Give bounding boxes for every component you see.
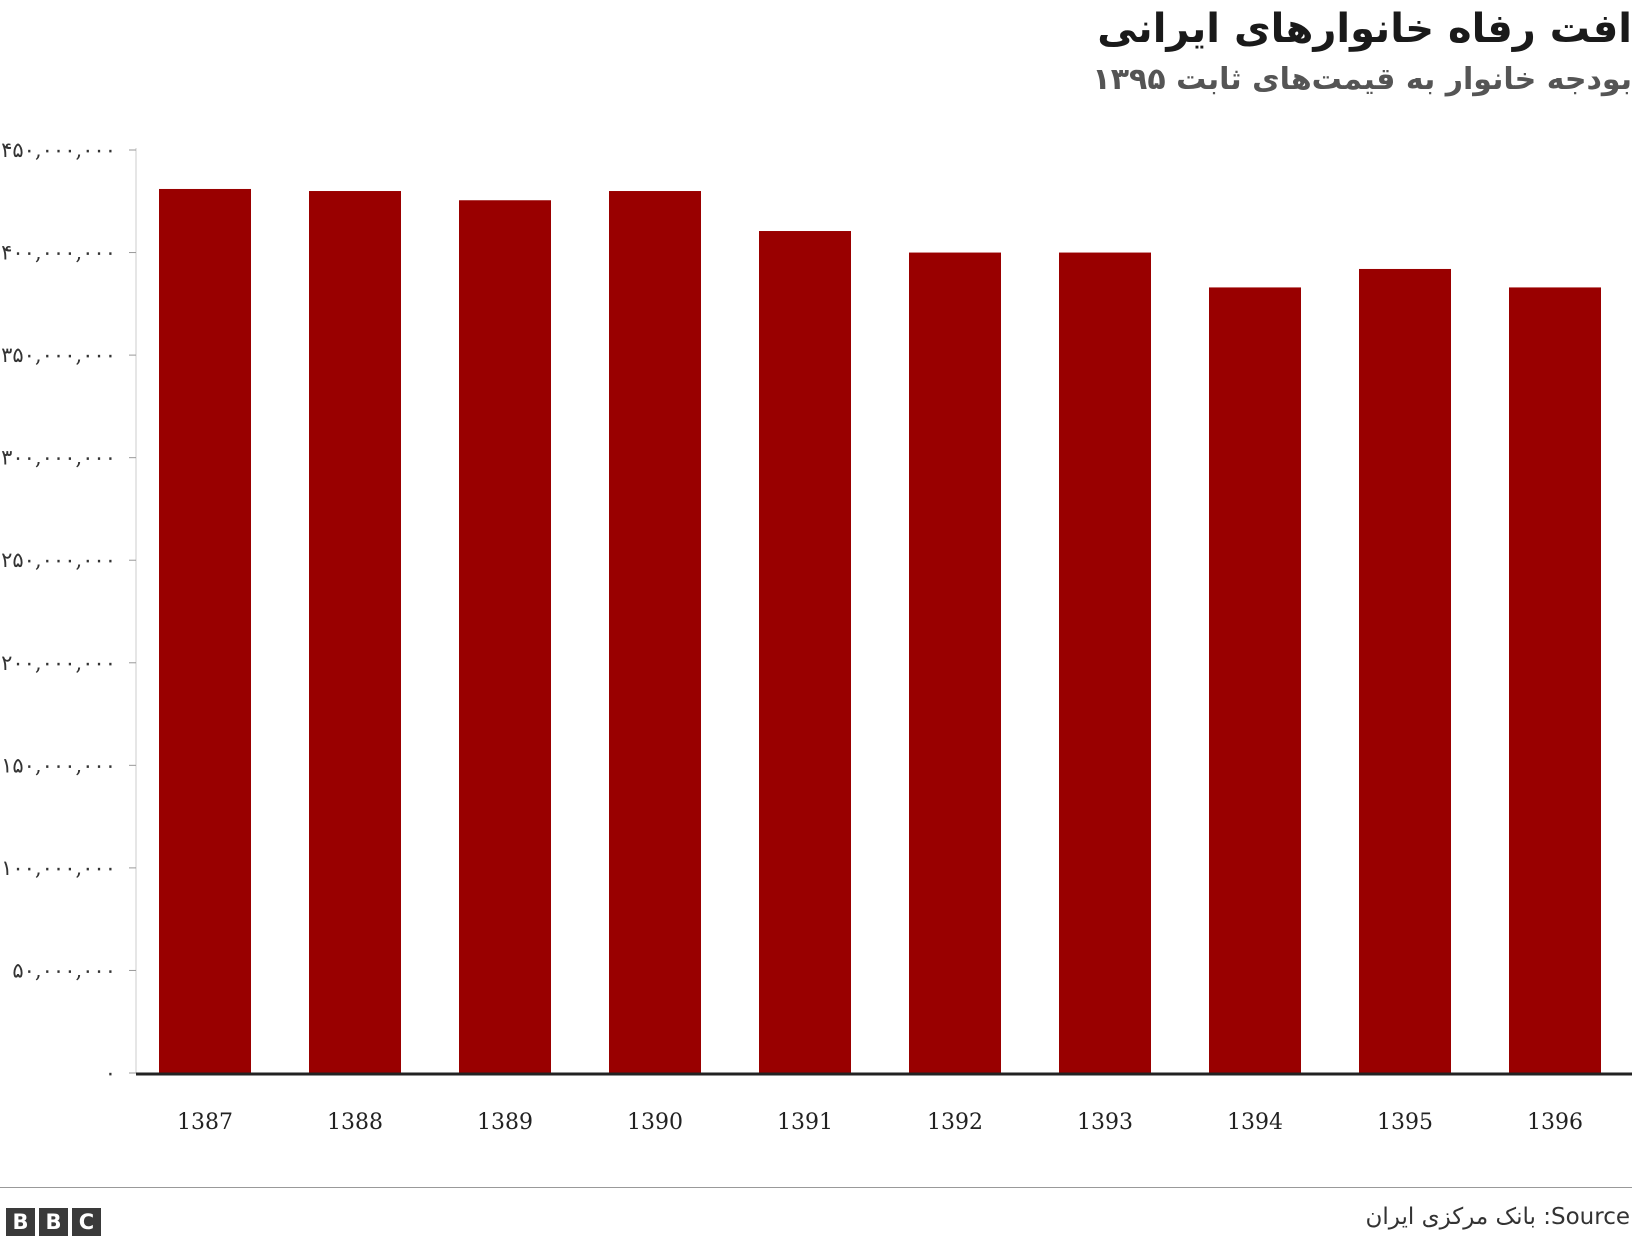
y-tick-label: ۲۵۰,۰۰۰,۰۰۰ [1,548,116,572]
bbc-logo-letter: B [39,1208,68,1236]
x-tick-label: 1387 [177,1110,233,1135]
y-tick-label: ۱۰۰,۰۰۰,۰۰۰ [1,856,116,880]
bar [1509,287,1601,1073]
y-tick-label: ۴۰۰,۰۰۰,۰۰۰ [1,241,116,265]
x-tick-label: 1391 [777,1110,833,1135]
x-tick-label: 1396 [1527,1110,1583,1135]
x-tick-label: 1389 [477,1110,533,1135]
bar [909,252,1001,1074]
bar [459,200,551,1074]
bbc-logo-letter: B [6,1208,35,1236]
chart-subtitle: بودجه خانوار به قیمت‌های ثابت ۱۳۹۵ [1092,62,1632,97]
source-note: Source: بانک مرکزی ایران [1365,1204,1631,1230]
bar [609,191,701,1073]
y-tick-label: ۵۰,۰۰۰,۰۰۰ [12,958,116,982]
y-tick-label: ۱۵۰,۰۰۰,۰۰۰ [1,753,116,777]
bar [1059,252,1151,1074]
x-tick-label: 1390 [627,1110,683,1135]
footer-divider [0,1187,1632,1188]
bar [759,231,851,1073]
bar-chart: ۰ ۵۰,۰۰۰,۰۰۰ ۱۰۰,۰۰۰,۰۰۰ ۱۵۰,۰۰۰,۰۰۰ ۲۰۰,۰۰۰… [1,138,1632,1135]
chart-title: افت رفاه خانوارهای ایرانی [1097,6,1632,52]
x-tick-label: 1388 [327,1110,383,1135]
bars [159,188,1601,1074]
bar [159,188,251,1074]
bar [309,191,401,1073]
y-tick-label: ۲۰۰,۰۰۰,۰۰۰ [1,651,116,675]
x-tick-label: 1395 [1377,1110,1433,1135]
y-tick-label: ۴۵۰,۰۰۰,۰۰۰ [1,138,116,162]
bar [1359,268,1451,1073]
x-tick-label: 1394 [1227,1110,1283,1135]
x-tick-label: 1393 [1077,1110,1133,1135]
y-tick-label: ۳۵۰,۰۰۰,۰۰۰ [1,343,116,367]
bar [1209,287,1301,1073]
x-tick-label: 1392 [927,1110,983,1135]
bbc-logo-letter: C [72,1208,101,1236]
x-axis: 1387 1388 1389 1390 1391 1392 1393 1394 1395 1396 [136,1072,1632,1135]
y-axis: ۰ ۵۰,۰۰۰,۰۰۰ ۱۰۰,۰۰۰,۰۰۰ ۱۵۰,۰۰۰,۰۰۰ ۲۰۰,۰۰۰… [1,138,137,1085]
bbc-logo: B B C [6,1208,101,1236]
y-tick-label: ۳۰۰,۰۰۰,۰۰۰ [1,446,116,470]
y-tick-label: ۰ [105,1061,116,1085]
